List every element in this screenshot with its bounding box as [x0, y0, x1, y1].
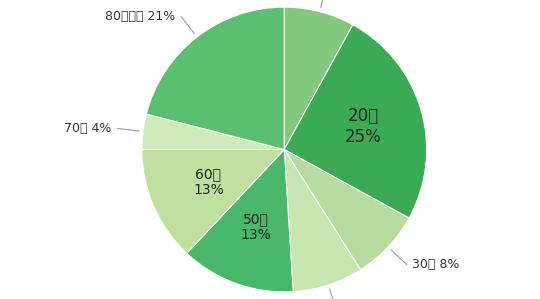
- Text: 80歳以上 21%: 80歳以上 21%: [105, 10, 176, 23]
- Wedge shape: [187, 150, 293, 292]
- Wedge shape: [284, 150, 409, 270]
- Text: 70代 4%: 70代 4%: [64, 122, 112, 135]
- Wedge shape: [146, 7, 284, 149]
- Wedge shape: [284, 25, 427, 218]
- Text: 30代 8%: 30代 8%: [413, 258, 460, 271]
- Wedge shape: [284, 7, 353, 149]
- Text: 20代
25%: 20代 25%: [345, 107, 382, 146]
- Wedge shape: [284, 150, 361, 292]
- Text: 50代
13%: 50代 13%: [241, 212, 272, 242]
- Text: 60代
13%: 60代 13%: [193, 167, 224, 197]
- Wedge shape: [142, 150, 284, 253]
- Wedge shape: [142, 114, 284, 150]
